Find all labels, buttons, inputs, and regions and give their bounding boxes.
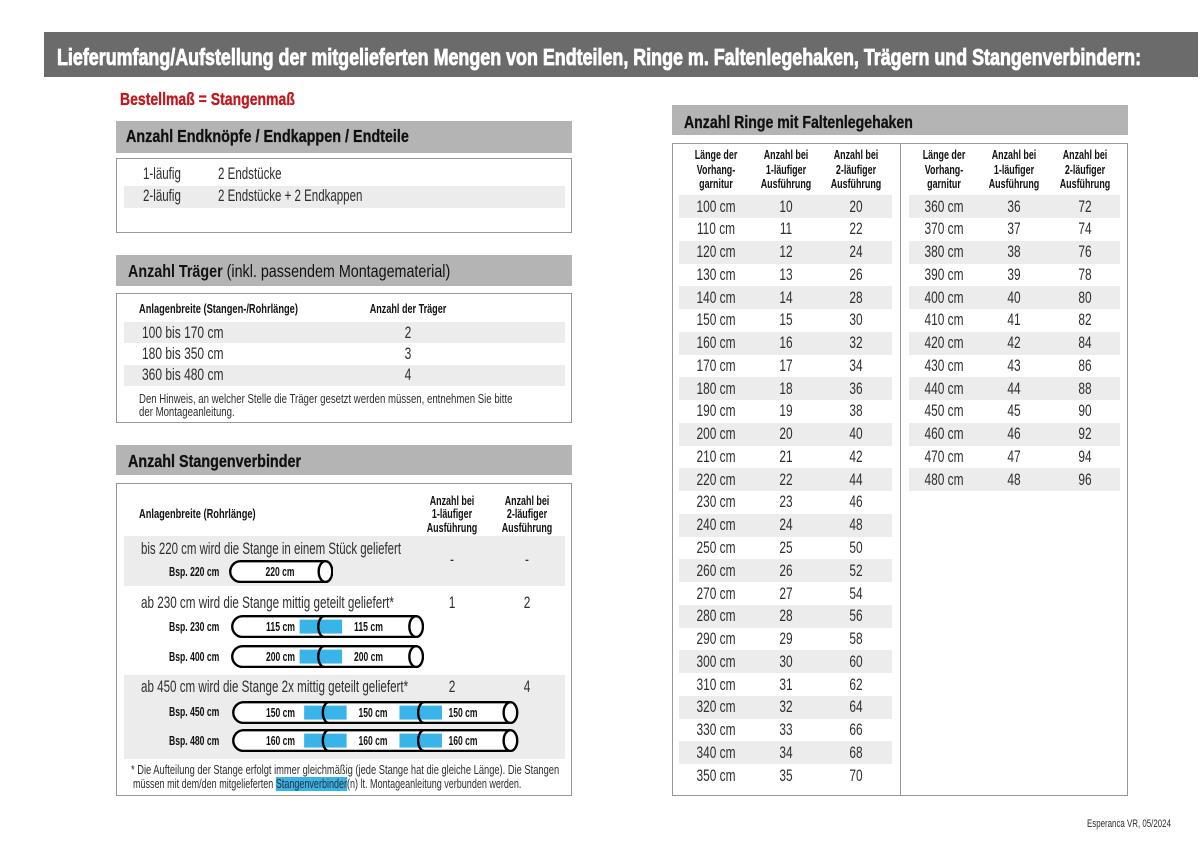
svg-text:150 cm: 150 cm (449, 706, 478, 720)
svg-text:160 cm: 160 cm (266, 734, 295, 748)
svg-text:115 cm: 115 cm (354, 620, 383, 634)
svg-text:220 cm: 220 cm (265, 565, 294, 579)
svg-text:150 cm: 150 cm (359, 706, 388, 720)
svg-text:150 cm: 150 cm (266, 706, 295, 720)
svg-text:115 cm: 115 cm (266, 620, 295, 634)
svg-text:200 cm: 200 cm (354, 650, 383, 664)
svg-text:200 cm: 200 cm (266, 650, 295, 664)
svg-text:160 cm: 160 cm (359, 734, 388, 748)
svg-text:160 cm: 160 cm (449, 734, 478, 748)
